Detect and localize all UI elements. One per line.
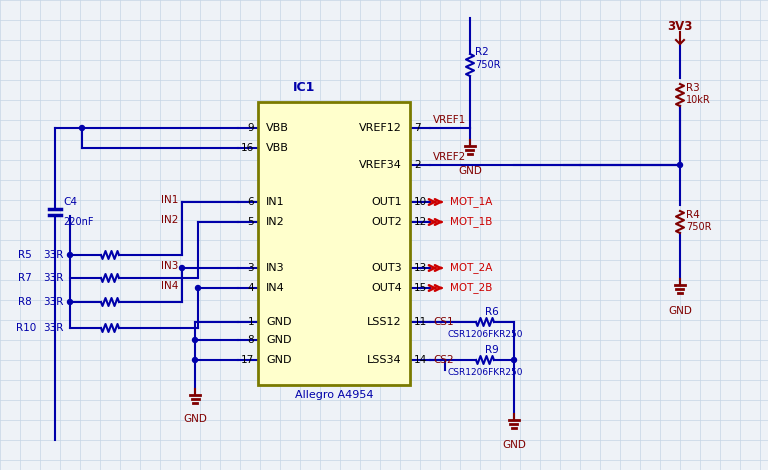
Text: MOT_1A: MOT_1A: [450, 196, 492, 207]
Text: 5: 5: [247, 217, 254, 227]
Text: R3: R3: [686, 83, 700, 93]
Text: 16: 16: [240, 143, 254, 153]
Text: GND: GND: [458, 166, 482, 176]
Circle shape: [180, 266, 184, 271]
Circle shape: [511, 358, 517, 362]
Text: GND: GND: [266, 335, 292, 345]
Circle shape: [68, 252, 72, 258]
Text: 10kR: 10kR: [686, 95, 710, 105]
Text: LSS34: LSS34: [367, 355, 402, 365]
Text: 3V3: 3V3: [667, 20, 693, 33]
Text: 33R: 33R: [43, 250, 64, 260]
Circle shape: [193, 337, 197, 343]
Text: 1: 1: [247, 317, 254, 327]
Text: IN1: IN1: [266, 197, 285, 207]
Circle shape: [196, 285, 200, 290]
Text: R2: R2: [475, 47, 488, 57]
Text: 33R: 33R: [43, 297, 64, 307]
Circle shape: [68, 299, 72, 305]
Text: VREF34: VREF34: [359, 160, 402, 170]
Text: R8: R8: [18, 297, 31, 307]
Text: IN4: IN4: [266, 283, 285, 293]
Text: 15: 15: [414, 283, 427, 293]
Text: 8: 8: [247, 335, 254, 345]
Text: CS2: CS2: [433, 355, 454, 365]
Text: CSR1206FKR250: CSR1206FKR250: [447, 368, 523, 377]
Text: IC1: IC1: [293, 81, 315, 94]
Text: 3: 3: [247, 263, 254, 273]
Text: 4: 4: [247, 283, 254, 293]
Text: 7: 7: [414, 123, 421, 133]
Text: C4: C4: [63, 197, 77, 207]
Text: OUT1: OUT1: [372, 197, 402, 207]
Text: 220nF: 220nF: [63, 217, 94, 227]
Text: VBB: VBB: [266, 143, 289, 153]
Text: VREF12: VREF12: [359, 123, 402, 133]
Text: 2: 2: [414, 160, 421, 170]
Circle shape: [80, 125, 84, 131]
Text: R9: R9: [485, 345, 498, 355]
Text: 9: 9: [247, 123, 254, 133]
Text: 11: 11: [414, 317, 427, 327]
Bar: [258, 102, 410, 385]
Text: MOT_1B: MOT_1B: [450, 217, 492, 227]
Text: MOT_2B: MOT_2B: [450, 282, 492, 293]
Text: CS1: CS1: [433, 317, 454, 327]
Text: OUT4: OUT4: [371, 283, 402, 293]
Text: 12: 12: [414, 217, 427, 227]
Circle shape: [193, 358, 197, 362]
Text: 6: 6: [247, 197, 254, 207]
Text: 33R: 33R: [43, 273, 64, 283]
Text: GND: GND: [266, 355, 292, 365]
Text: OUT3: OUT3: [372, 263, 402, 273]
Text: CSR1206FKR250: CSR1206FKR250: [447, 330, 523, 339]
Text: 33R: 33R: [43, 323, 64, 333]
Text: GND: GND: [266, 317, 292, 327]
Text: GND: GND: [668, 306, 692, 316]
Text: MOT_2A: MOT_2A: [450, 263, 492, 274]
Text: VREF2: VREF2: [433, 152, 466, 162]
Text: VREF1: VREF1: [433, 115, 466, 125]
Text: IN3: IN3: [266, 263, 285, 273]
Text: OUT2: OUT2: [371, 217, 402, 227]
Text: R5: R5: [18, 250, 31, 260]
Text: IN1: IN1: [161, 195, 178, 205]
Text: Allegro A4954: Allegro A4954: [295, 390, 373, 400]
Text: VBB: VBB: [266, 123, 289, 133]
Text: R7: R7: [18, 273, 31, 283]
Text: LSS12: LSS12: [367, 317, 402, 327]
Circle shape: [677, 163, 683, 167]
Text: R6: R6: [485, 307, 498, 317]
Text: 17: 17: [240, 355, 254, 365]
Text: R4: R4: [686, 210, 700, 220]
Text: 14: 14: [414, 355, 427, 365]
Text: GND: GND: [502, 440, 526, 450]
Text: 13: 13: [414, 263, 427, 273]
Text: R10: R10: [16, 323, 36, 333]
Text: IN2: IN2: [266, 217, 285, 227]
Text: GND: GND: [183, 414, 207, 424]
Text: 750R: 750R: [686, 222, 711, 232]
Text: IN4: IN4: [161, 281, 178, 291]
Text: 750R: 750R: [475, 60, 501, 70]
Text: 10: 10: [414, 197, 427, 207]
Text: IN3: IN3: [161, 261, 178, 271]
Text: IN2: IN2: [161, 215, 178, 225]
